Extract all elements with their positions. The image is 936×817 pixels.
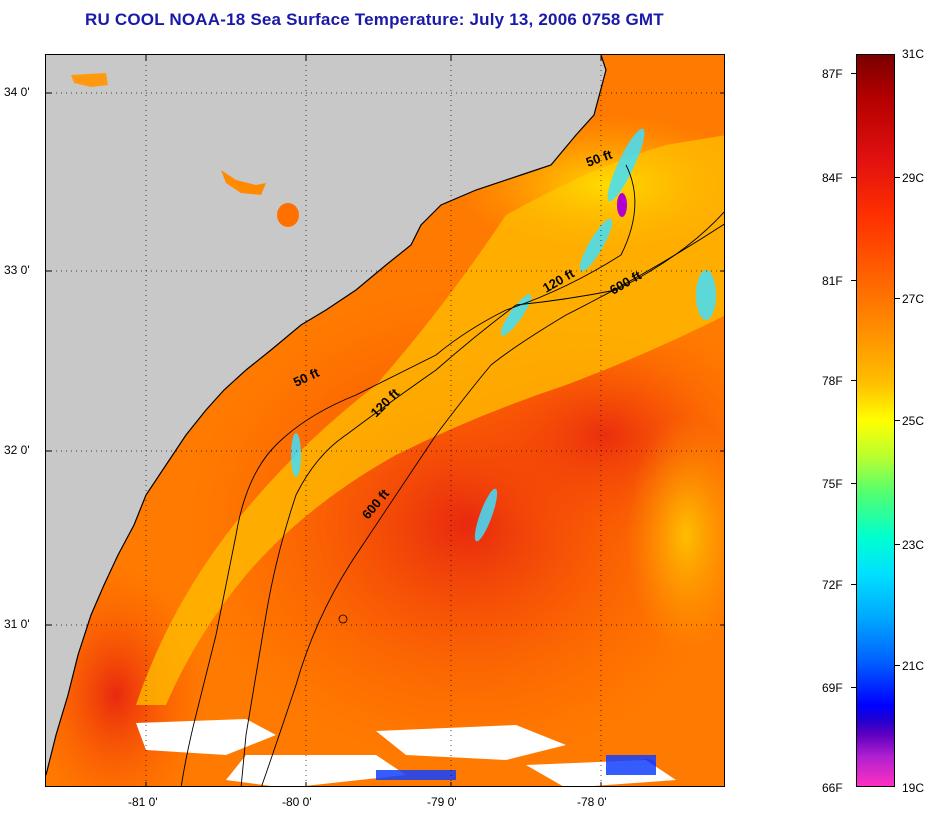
colorbar-tick bbox=[851, 584, 856, 585]
lat-label-33: 33 0' bbox=[4, 263, 30, 277]
colorbar-label-c: 31C bbox=[902, 47, 925, 61]
contour-50ft-line bbox=[180, 164, 636, 786]
colorbar-tick bbox=[851, 177, 856, 178]
lat-label-34: 34 0' bbox=[4, 85, 30, 99]
contour-closed-ring bbox=[338, 614, 348, 624]
sst-map[interactable]: 50 ft 120 ft 600 ft 50 ft 120 ft 600 ft bbox=[45, 54, 725, 787]
colorbar-label-c: 27C bbox=[902, 292, 925, 306]
inland-lake bbox=[277, 203, 299, 227]
colorbar-tick bbox=[851, 687, 856, 688]
lon-label-80: -80 0' bbox=[282, 795, 312, 809]
colorbar-label-c: 23C bbox=[902, 538, 925, 552]
lat-label-32: 32 0' bbox=[4, 443, 30, 457]
colorbar-tick bbox=[851, 280, 856, 281]
colorbar-tick bbox=[895, 177, 900, 178]
colorbar-label-c: 29C bbox=[902, 171, 925, 185]
cool-water-band bbox=[136, 135, 724, 705]
cold-water-bottom bbox=[376, 755, 656, 780]
lon-label-81: -81 0' bbox=[128, 795, 158, 809]
colorbar-tick bbox=[851, 380, 856, 381]
colorbar-label-c: 25C bbox=[902, 414, 925, 428]
inland-lake bbox=[71, 73, 108, 87]
colorbar-tick bbox=[895, 298, 900, 299]
colorbar-tick bbox=[851, 73, 856, 74]
sst-map-canvas: 50 ft 120 ft 600 ft 50 ft 120 ft 600 ft bbox=[46, 55, 724, 786]
temperature-colorbar bbox=[856, 54, 895, 787]
colorbar-label-f: 69F bbox=[822, 681, 843, 695]
cool-water-patch bbox=[626, 415, 724, 655]
lon-label-78: -78 0' bbox=[577, 795, 607, 809]
colorbar-tick bbox=[851, 483, 856, 484]
colorbar-label-c: 21C bbox=[902, 659, 925, 673]
colorbar-label-f: 75F bbox=[822, 477, 843, 491]
lat-lon-grid bbox=[46, 55, 724, 786]
colorbar-tick bbox=[895, 665, 900, 666]
map-title: RU COOL NOAA-18 Sea Surface Temperature:… bbox=[85, 10, 664, 29]
lon-label-79: -79 0' bbox=[427, 795, 457, 809]
colorbar-tick bbox=[895, 544, 900, 545]
coastline bbox=[46, 55, 607, 776]
inland-lake bbox=[221, 170, 266, 195]
colorbar-tick bbox=[895, 420, 900, 421]
lat-label-31: 31 0' bbox=[4, 617, 30, 631]
colorbar-label-f: 84F bbox=[822, 171, 843, 185]
colorbar-label-f: 66F bbox=[822, 781, 843, 795]
colorbar-label-f: 81F bbox=[822, 274, 843, 288]
colorbar-label-f: 78F bbox=[822, 374, 843, 388]
colorbar-label-f: 72F bbox=[822, 578, 843, 592]
contour-600ft-line bbox=[261, 223, 724, 786]
map-ticks bbox=[46, 55, 724, 786]
colorbar-label-c: 19C bbox=[902, 781, 925, 795]
colorbar-label-f: 87F bbox=[822, 67, 843, 81]
land-area bbox=[46, 55, 606, 775]
